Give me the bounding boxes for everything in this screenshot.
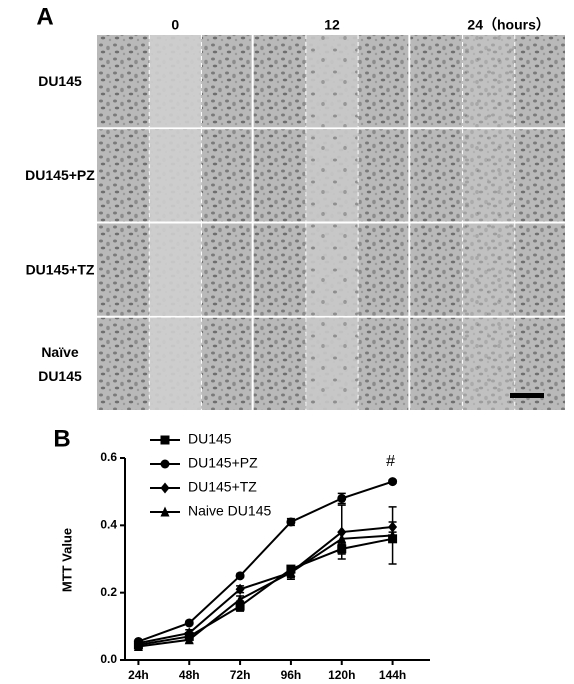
wound-gap: [149, 35, 202, 128]
x-tick-label: 24h: [128, 668, 149, 682]
column-label: 12: [324, 17, 340, 33]
wound-gap: [462, 35, 515, 128]
row-label: DU145: [38, 73, 82, 89]
annotation: #: [386, 453, 395, 470]
panel-label: A: [36, 3, 53, 30]
y-tick-label: 0.4: [100, 518, 117, 532]
x-tick-label: 96h: [281, 668, 302, 682]
marker: [388, 529, 398, 540]
legend-label: DU145: [188, 431, 232, 447]
marker: [286, 517, 296, 527]
wound-gap: [462, 317, 515, 410]
panel-b: 0.0 0.2 0.4 0.6 24h 48h 72h 96h 120h 144h DU145 DU1…: [100, 431, 430, 682]
marker: [133, 641, 143, 652]
x-tick-label: 48h: [179, 668, 200, 682]
y-tick-label: 0.0: [100, 652, 117, 666]
panel-a: 0 12 24（hours） DU145 DU145+PZ DU145+TZ Naïve DU…: [25, 17, 565, 410]
legend-label: Naive DU145: [188, 503, 271, 519]
column-label: 24（hours）: [467, 17, 549, 33]
marker: [388, 477, 398, 487]
marker: [235, 601, 245, 611]
marker: [184, 618, 194, 628]
y-axis-label: MTT Value: [59, 528, 74, 592]
y-tick-label: 0.2: [100, 585, 117, 599]
legend-marker: [160, 506, 170, 517]
wound-gap: [149, 129, 202, 222]
row-label: DU145+PZ: [25, 167, 95, 183]
panel-label: B: [53, 425, 70, 452]
column-label: 0: [171, 17, 179, 33]
x-tick-label: 120h: [328, 668, 355, 682]
marker: [337, 533, 347, 544]
scale-bar: [510, 393, 544, 398]
wound-gap: [149, 317, 202, 410]
wound-gap: [305, 223, 359, 316]
x-tick-label: 72h: [230, 668, 251, 682]
legend-marker: [160, 459, 170, 469]
wound-gap: [462, 223, 515, 316]
line: [138, 526, 393, 645]
x-tick-label: 144h: [379, 668, 406, 682]
marker: [337, 493, 347, 503]
marker: [235, 571, 245, 581]
line: [138, 534, 393, 648]
line: [138, 537, 393, 646]
wound-gap: [149, 223, 202, 316]
marker: [286, 566, 296, 577]
legend-label: DU145+PZ: [188, 455, 258, 471]
marker: [235, 593, 245, 604]
marker: [235, 583, 245, 595]
wound-gap: [305, 317, 359, 410]
wound-gap: [305, 35, 359, 128]
wound-gap: [305, 129, 359, 222]
marker: [184, 634, 194, 645]
legend-marker: [160, 482, 170, 494]
y-tick-label: 0.6: [100, 450, 117, 464]
row-label: DU145+TZ: [26, 261, 95, 277]
wound-gap: [462, 129, 515, 222]
legend-marker: [160, 435, 170, 445]
line: [138, 480, 393, 643]
legend-label: DU145+TZ: [188, 479, 257, 495]
row-label: Naïve DU145: [38, 344, 82, 384]
